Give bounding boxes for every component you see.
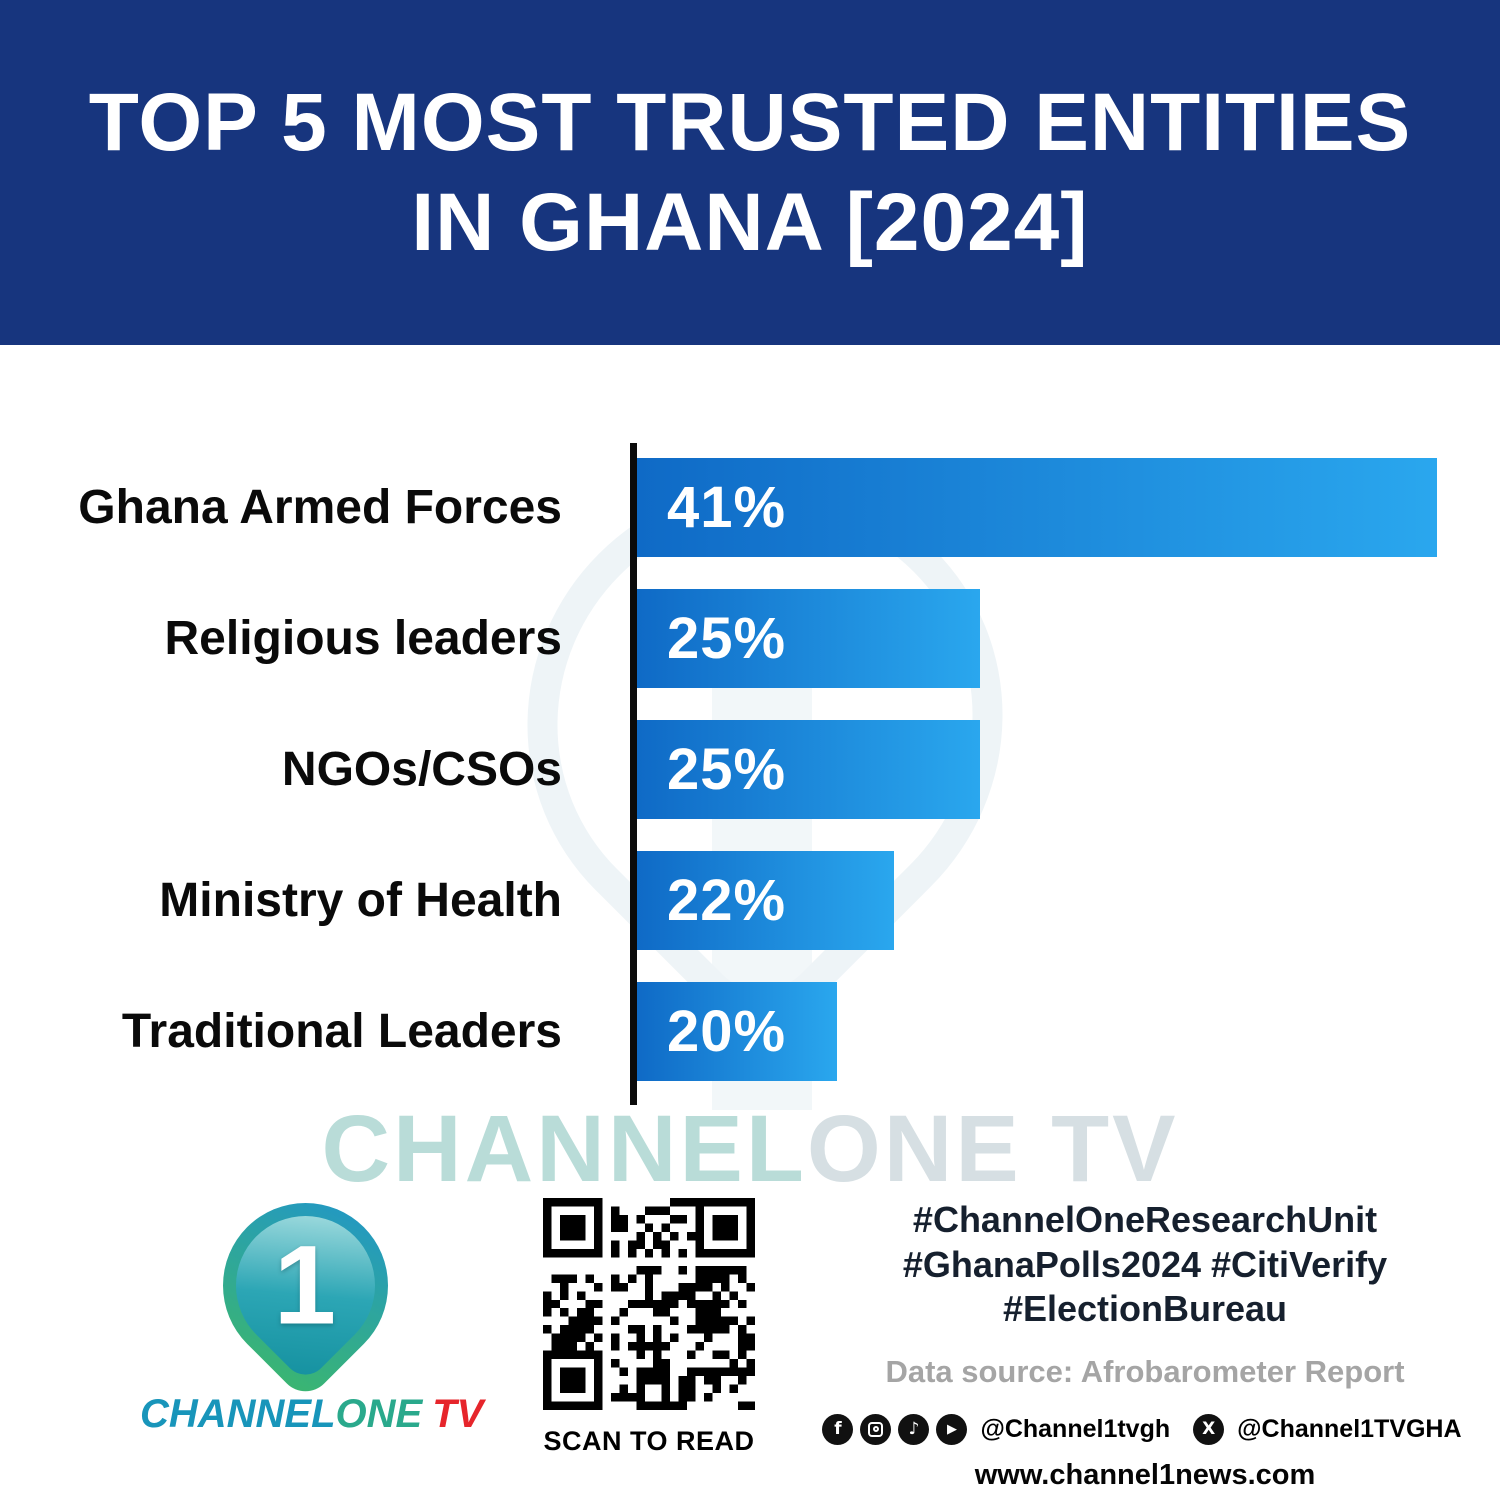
qr-block: SCAN TO READ — [543, 1198, 755, 1457]
bar: 25% — [637, 720, 980, 819]
bar-value-label: 25% — [667, 737, 787, 802]
watermark-text: CHANNELONE TV — [0, 1095, 1500, 1204]
facebook-icon: f — [822, 1413, 854, 1445]
bar: 22% — [637, 851, 894, 950]
chart-row: Ministry of Health 22% — [0, 851, 1500, 950]
social-handle-x: @Channel1TVGHA — [1237, 1414, 1462, 1443]
category-label: Traditional Leaders — [121, 1005, 562, 1058]
logo-pick-shape: 1 — [188, 1168, 422, 1402]
channel-one-logo-block: 1 CHANNELONE TV — [140, 1168, 483, 1437]
page-title-line2: IN GHANA [2024] — [411, 176, 1089, 268]
hashtag-line-3: #ElectionBureau — [1002, 1288, 1288, 1330]
channel-one-logo: 1 — [140, 1168, 470, 1402]
bar: 20% — [637, 982, 837, 1081]
brand-one: ONE — [335, 1392, 423, 1436]
social-row: f ♪ ▶ @Channel1tvgh X @Channel1TVGHA — [822, 1413, 1462, 1445]
watermark-part2: ONE TV — [806, 1096, 1179, 1202]
bar-value-label: 22% — [667, 868, 787, 933]
page-title-line1: TOP 5 MOST TRUSTED ENTITIES — [88, 77, 1412, 169]
qr-code — [543, 1198, 755, 1410]
brand-tv: TV — [432, 1392, 484, 1436]
chart-row: Traditional Leaders 20% — [0, 982, 1500, 1081]
x-icon: X — [1193, 1413, 1225, 1445]
chart-axis-line — [630, 443, 637, 1105]
youtube-icon: ▶ — [936, 1413, 968, 1445]
bar-value-label: 20% — [667, 999, 787, 1064]
social-handle-primary: @Channel1tvgh — [980, 1414, 1171, 1443]
website-url: www.channel1news.com — [974, 1458, 1316, 1491]
watermark-part1: CHANNEL — [321, 1096, 807, 1202]
bar-value-label: 25% — [667, 606, 787, 671]
tiktok-icon: ♪ — [898, 1413, 930, 1445]
brand-channel: CHANNEL — [140, 1392, 336, 1436]
chart-rows: Ghana Armed Forces 41% Religious leaders… — [0, 458, 1500, 1113]
bar: 41% — [637, 458, 1437, 557]
logo-inner-shape: 1 — [206, 1186, 404, 1384]
brand-wordmark: CHANNELONE TV — [140, 1392, 483, 1437]
bar: 25% — [637, 589, 980, 688]
header-banner: TOP 5 MOST TRUSTED ENTITIES IN GHANA [20… — [0, 0, 1500, 345]
chart-row: Religious leaders 25% — [0, 589, 1500, 688]
bar-value-label: 41% — [667, 475, 787, 540]
chart-row: Ghana Armed Forces 41% — [0, 458, 1500, 557]
category-label: Ministry of Health — [159, 874, 562, 927]
data-source-text: Data source: Afrobarometer Report — [885, 1353, 1405, 1389]
qr-caption: SCAN TO READ — [543, 1426, 755, 1456]
hashtag-line-1: #ChannelOneResearchUnit — [912, 1199, 1378, 1240]
footer-info-block: #ChannelOneResearchUnit #GhanaPolls2024 … — [822, 1198, 1462, 1492]
category-label: NGOs/CSOs — [281, 743, 562, 796]
instagram-icon — [860, 1413, 892, 1445]
hashtag-line-2: #GhanaPolls2024 #CitiVerify — [902, 1243, 1388, 1285]
logo-numeral: 1 — [273, 1221, 337, 1347]
category-label: Religious leaders — [164, 612, 562, 665]
chart-row: NGOs/CSOs 25% — [0, 720, 1500, 819]
category-label: Ghana Armed Forces — [78, 481, 562, 534]
